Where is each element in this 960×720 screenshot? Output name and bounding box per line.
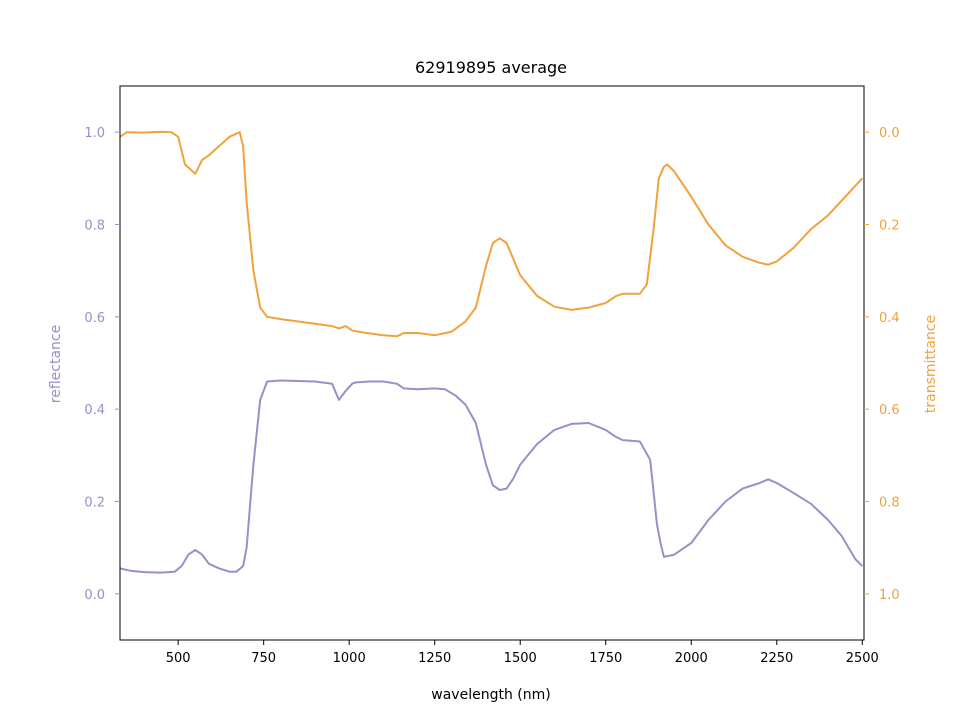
chart-title: 62919895 average <box>415 58 567 77</box>
right-tick-label: 0.0 <box>879 126 900 141</box>
x-tick-label: 500 <box>166 651 191 666</box>
axes-frame <box>119 85 865 641</box>
left-tick-label: 1.0 <box>84 126 105 141</box>
x-tick-label: 2500 <box>846 651 879 666</box>
x-tick-label: 2000 <box>675 651 708 666</box>
x-axis-label: wavelength (nm) <box>431 687 550 703</box>
left-tick-label: 0.0 <box>84 588 105 603</box>
left-y-axis-label: reflectance <box>48 325 64 403</box>
transmittance-line <box>119 130 864 338</box>
right-tick-label: 0.6 <box>879 403 900 418</box>
x-axis: 500 750 1000 1250 1500 1750 2000 2250 2500 <box>166 640 879 666</box>
reflectance-line <box>119 379 864 574</box>
x-tick-label: 750 <box>251 651 276 666</box>
left-tick-label: 0.2 <box>84 496 105 511</box>
x-tick-label: 2250 <box>760 651 793 666</box>
plot-area <box>119 130 864 574</box>
right-y-axis: 0.0 0.2 0.4 0.6 0.8 1.0 <box>864 126 900 603</box>
x-tick-label: 1500 <box>504 651 537 666</box>
right-tick-label: 0.8 <box>879 496 900 511</box>
x-tick-label: 1250 <box>418 651 451 666</box>
x-tick-label: 1750 <box>589 651 622 666</box>
right-y-axis-label: transmittance <box>923 315 939 413</box>
left-y-axis: 0.0 0.2 0.4 0.6 0.8 1.0 <box>84 126 120 603</box>
right-tick-label: 0.4 <box>879 311 900 326</box>
x-tick-label: 1000 <box>333 651 366 666</box>
right-tick-label: 1.0 <box>879 588 900 603</box>
right-tick-label: 0.2 <box>879 219 900 234</box>
left-tick-label: 0.4 <box>84 403 105 418</box>
left-tick-label: 0.6 <box>84 311 105 326</box>
left-tick-label: 0.8 <box>84 219 105 234</box>
